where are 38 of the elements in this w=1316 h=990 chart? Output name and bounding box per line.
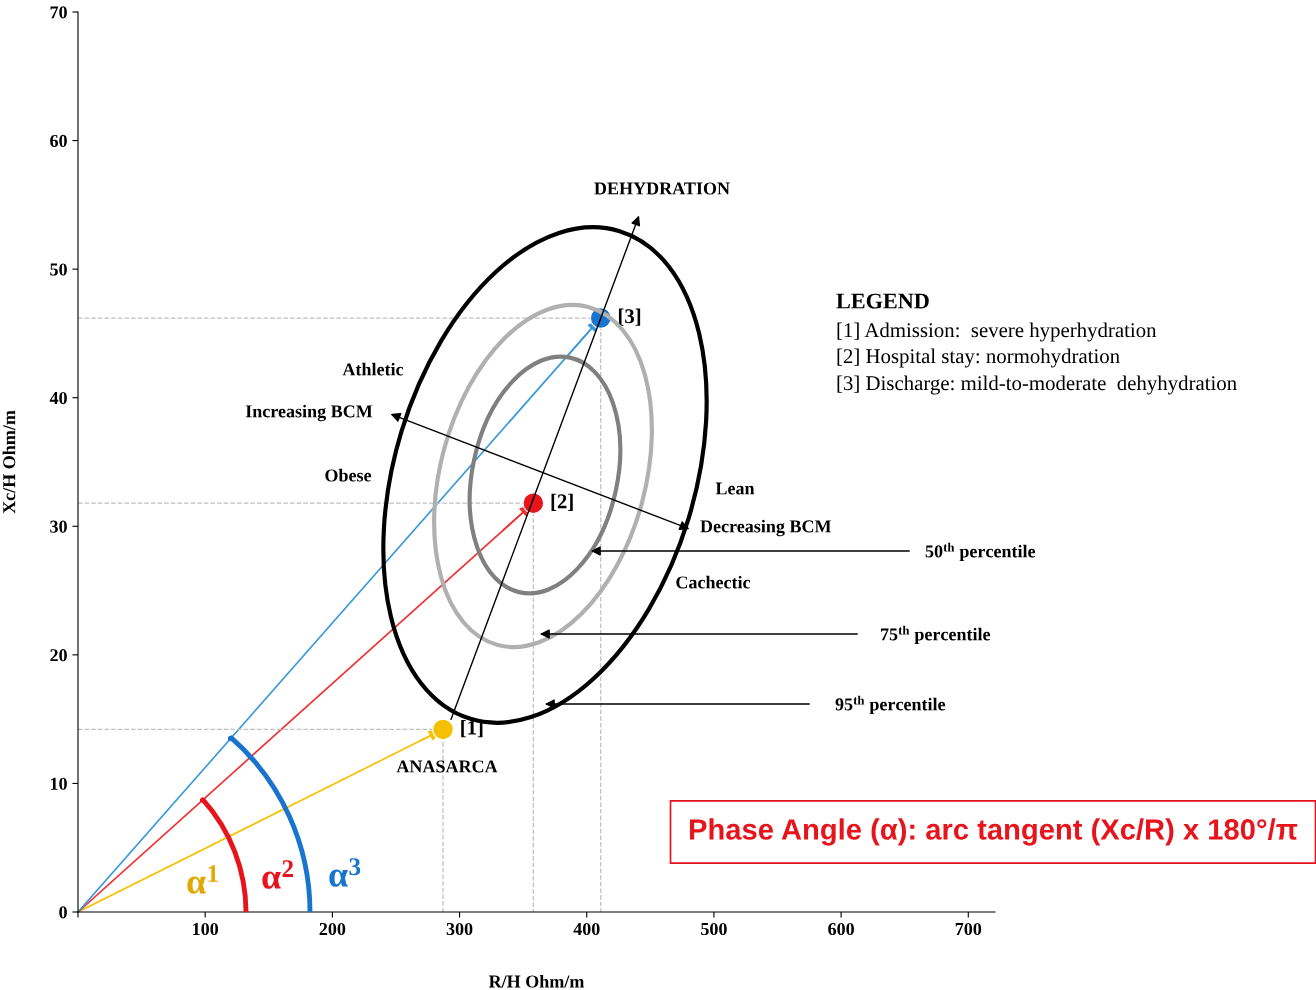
annotation: 75$^{th}$ percentile	[881, 625, 991, 645]
annotation: LEGEND	[836, 293, 929, 309]
y-tick-label: 0	[59, 906, 67, 919]
annotation: Phase Angle (α): arc tangent (Xc/R) x 180°/π	[689, 818, 1298, 846]
annotation: DEHYDRATION	[594, 182, 730, 195]
annotation: Obese	[325, 468, 372, 482]
annotation: [2] Hospital stay: normohydration	[837, 348, 1120, 368]
x-tick-label: 400	[573, 922, 600, 936]
annotation: [3] Discharge: mild-to-moderate dehyhydration	[837, 375, 1237, 395]
x-axis-title: R/H Ohm/m	[488, 974, 585, 988]
y-tick-label: 50	[50, 263, 67, 276]
x-tick-label: 300	[446, 922, 473, 936]
annotation: α$^{3}$	[329, 858, 361, 887]
y-tick-label: 70	[50, 6, 67, 19]
y-tick-label: 60	[50, 134, 67, 148]
y-tick-label: 30	[50, 520, 67, 533]
x-tick-label: 500	[701, 922, 727, 936]
annotation: Increasing BCM	[245, 404, 373, 422]
annotation: 95$^{th}$ percentile	[835, 695, 946, 715]
annotation: Decreasing BCM	[700, 519, 832, 537]
y-tick-label: 20	[50, 649, 67, 662]
x-tick-label: 100	[193, 922, 219, 936]
y-tick-label: 40	[49, 391, 67, 405]
annotation: [2]	[551, 493, 573, 511]
x-tick-label: 200	[319, 922, 346, 936]
annotation: α$^{1}$	[187, 865, 218, 894]
annotation: Cachectic	[676, 575, 751, 589]
x-tick-label: 700	[955, 922, 982, 936]
y-axis-title: Xc/H Ohm/m	[2, 410, 16, 514]
annotation: [3]	[618, 308, 641, 326]
annotation: ANASARCA	[396, 760, 498, 773]
annotation: [1] Admission: severe hyperhydration	[837, 322, 1157, 342]
annotation: Athletic	[342, 362, 404, 376]
annotation: 50$^{th}$ percentile	[925, 542, 1036, 562]
annotation: α$^{2}$	[262, 860, 294, 889]
y-tick-label: 10	[50, 777, 67, 790]
x-tick-label: 600	[828, 922, 854, 936]
annotation: Lean	[715, 482, 755, 495]
